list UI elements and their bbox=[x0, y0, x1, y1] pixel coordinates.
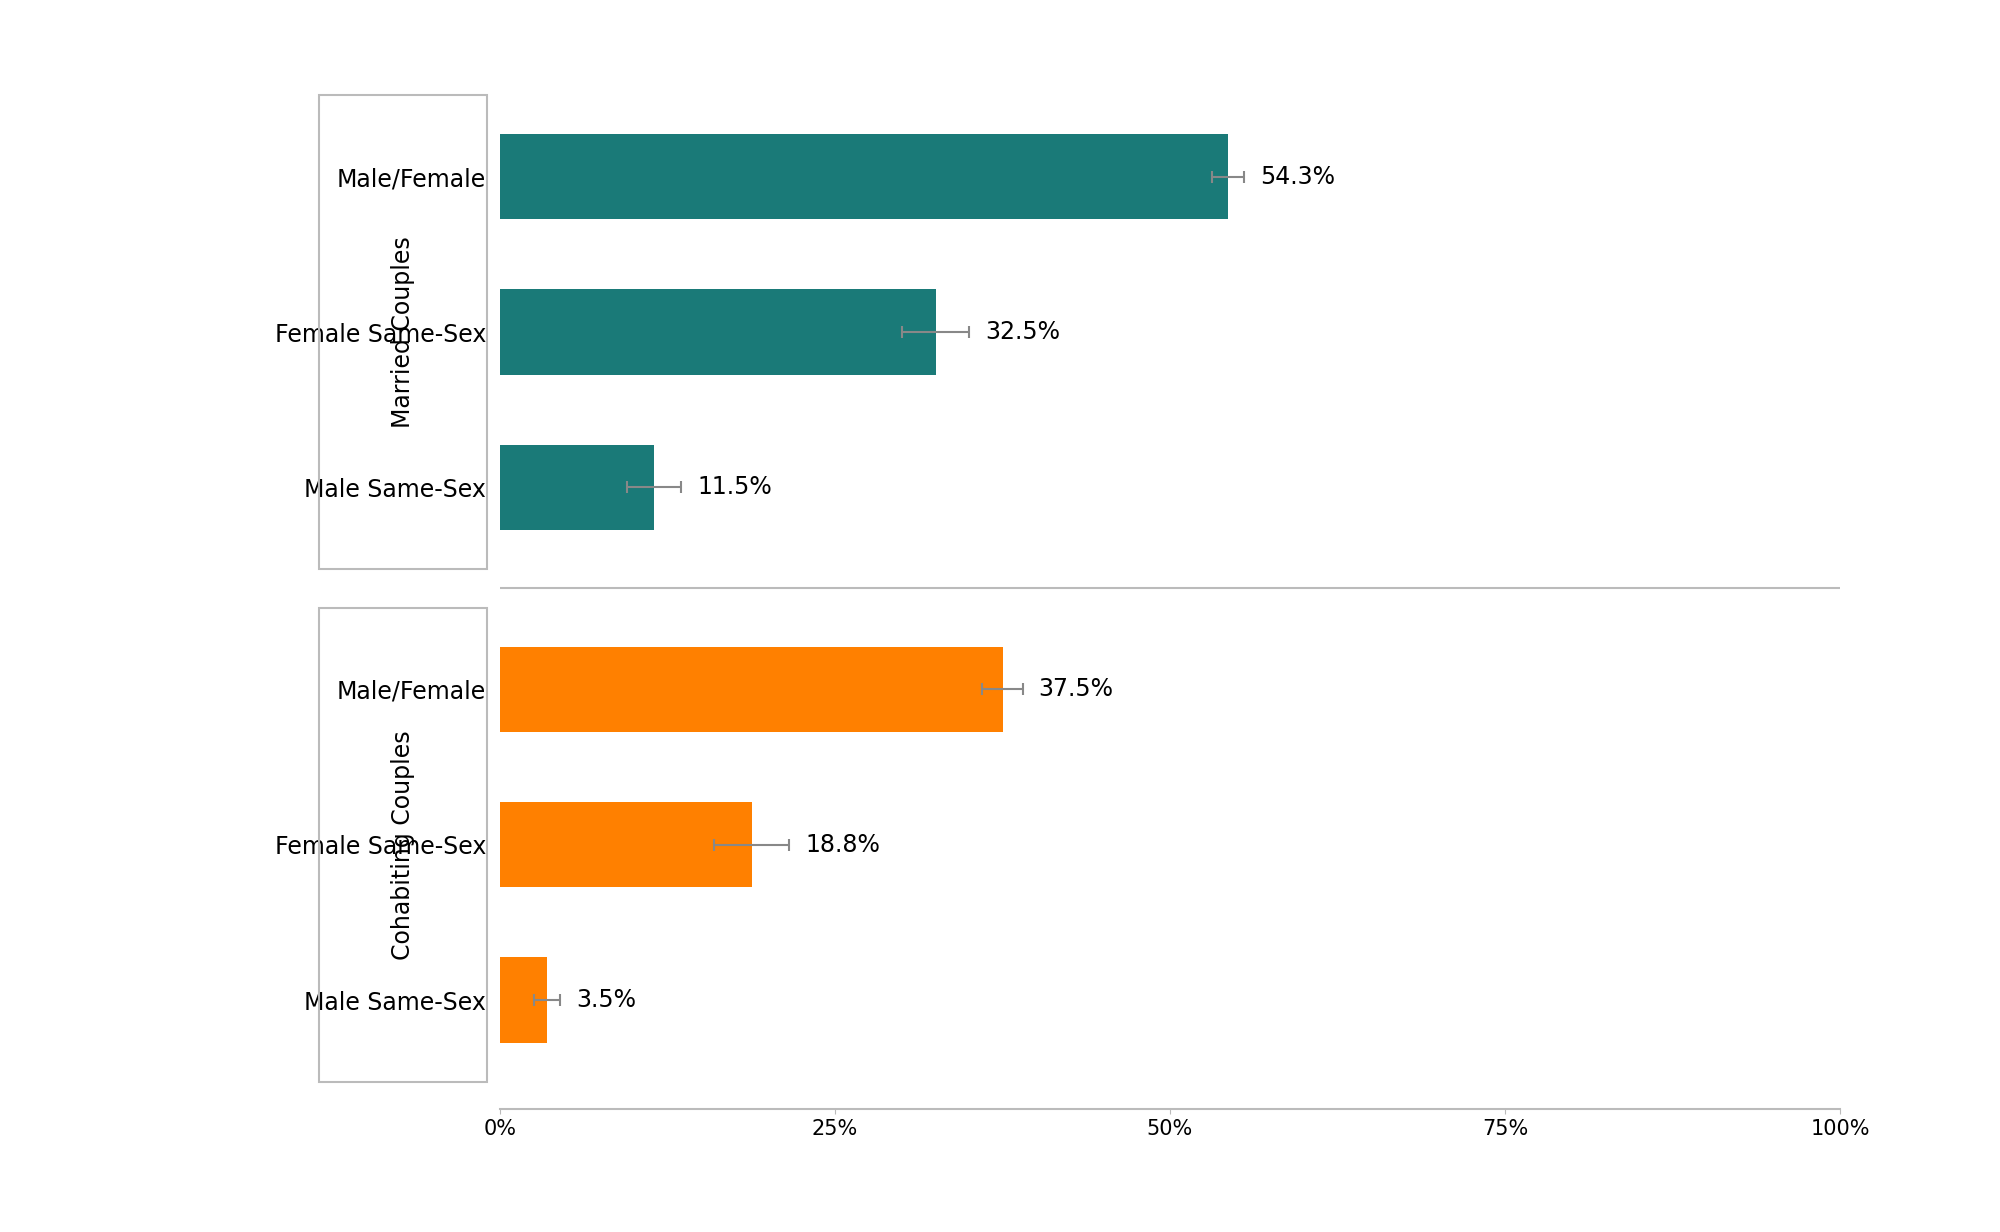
Text: 11.5%: 11.5% bbox=[696, 476, 772, 499]
Bar bbox=[500, 647, 1002, 732]
Text: 32.5%: 32.5% bbox=[986, 320, 1060, 344]
Bar bbox=[500, 802, 752, 887]
Text: Cohabiting Couples: Cohabiting Couples bbox=[390, 729, 414, 960]
Text: 54.3%: 54.3% bbox=[1260, 165, 1334, 188]
Text: 18.8%: 18.8% bbox=[806, 833, 880, 856]
Bar bbox=[500, 134, 1228, 219]
Text: Married Couples: Married Couples bbox=[390, 237, 414, 428]
Bar bbox=[500, 445, 654, 530]
Text: 3.5%: 3.5% bbox=[576, 988, 636, 1011]
Bar bbox=[500, 290, 936, 375]
Bar bbox=[500, 957, 546, 1042]
Text: 37.5%: 37.5% bbox=[1038, 678, 1114, 701]
